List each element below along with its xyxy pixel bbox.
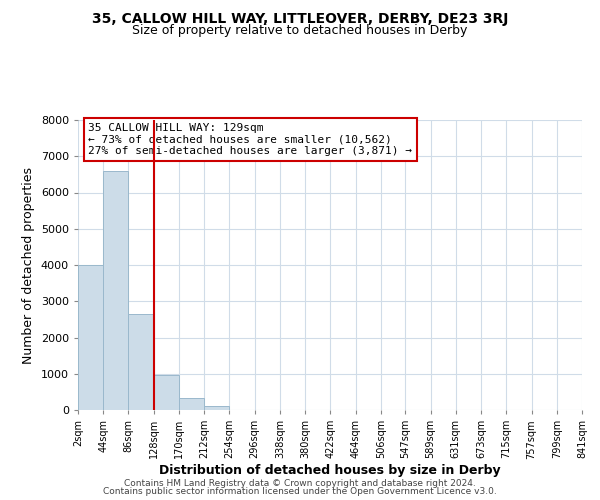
Text: Size of property relative to detached houses in Derby: Size of property relative to detached ho… — [133, 24, 467, 37]
Text: 35 CALLOW HILL WAY: 129sqm
← 73% of detached houses are smaller (10,562)
27% of : 35 CALLOW HILL WAY: 129sqm ← 73% of deta… — [88, 123, 412, 156]
Bar — [78, 265, 103, 410]
Bar — [204, 406, 229, 410]
Bar — [179, 398, 204, 410]
Y-axis label: Number of detached properties: Number of detached properties — [22, 166, 35, 364]
Text: 35, CALLOW HILL WAY, LITTLEOVER, DERBY, DE23 3RJ: 35, CALLOW HILL WAY, LITTLEOVER, DERBY, … — [92, 12, 508, 26]
X-axis label: Distribution of detached houses by size in Derby: Distribution of detached houses by size … — [159, 464, 501, 477]
Bar — [103, 171, 128, 410]
Text: Contains HM Land Registry data © Crown copyright and database right 2024.: Contains HM Land Registry data © Crown c… — [124, 478, 476, 488]
Text: Contains public sector information licensed under the Open Government Licence v3: Contains public sector information licen… — [103, 488, 497, 496]
Bar — [154, 375, 179, 410]
Bar — [128, 314, 154, 410]
